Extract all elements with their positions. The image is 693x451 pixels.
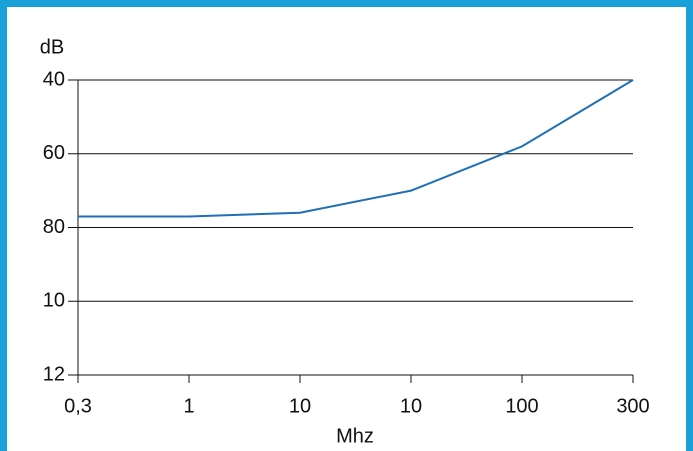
- line-series: [78, 79, 634, 218]
- y-tick-label: 12: [43, 363, 65, 385]
- x-tick-label: 300: [616, 395, 649, 417]
- x-tick-label: 1: [183, 395, 194, 417]
- y-tick-label: 80: [43, 216, 65, 238]
- y-axis-label: dB: [40, 36, 64, 58]
- x-tick-label: 10: [289, 395, 311, 417]
- x-tick-label: 100: [505, 395, 538, 417]
- y-tick-label: 10: [43, 290, 65, 312]
- y-tick-label: 60: [43, 142, 65, 164]
- y-tick-label: 40: [43, 68, 65, 90]
- x-tick-label: 10: [400, 395, 422, 417]
- x-axis-label: Mhz: [336, 425, 374, 447]
- x-tick-label: 0,3: [64, 395, 92, 417]
